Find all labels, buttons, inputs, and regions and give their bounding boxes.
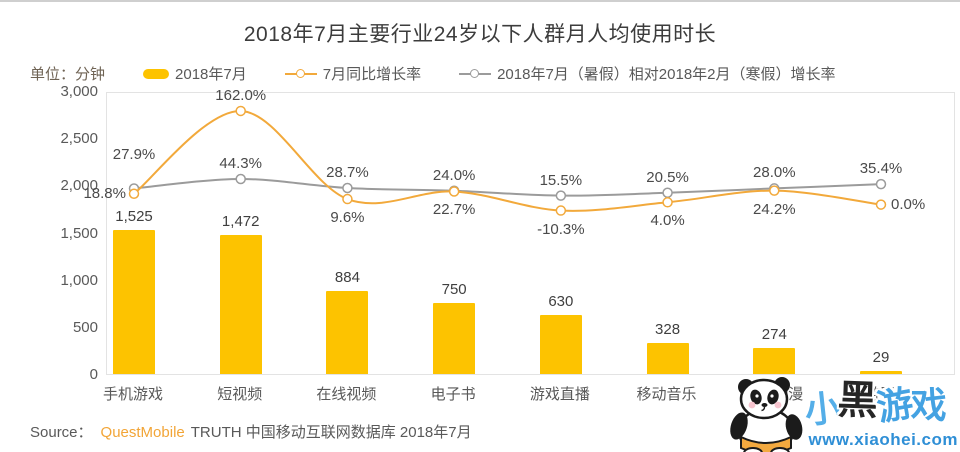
source-line: Source： QuestMobile TRUTH 中国移动互联网数据库 2018年… xyxy=(30,421,472,442)
bar-电子书 xyxy=(433,303,476,374)
category-label: 在线视频 xyxy=(316,386,377,403)
line-value-label: 44.3% xyxy=(219,154,262,172)
data-point-marker xyxy=(235,173,246,185)
data-point-marker xyxy=(555,190,567,201)
bar-value-label: 884 xyxy=(334,268,360,286)
legend: 单位：分钟 2018年7月 7月同比增长率 2018年7月（暑假）相对2018年… xyxy=(30,63,836,84)
category-label: 移动音乐 xyxy=(636,386,697,403)
watermark-url: www.xiaohei.com xyxy=(808,430,958,449)
y-tick-label: 2,000 xyxy=(60,177,98,195)
data-point-marker xyxy=(128,188,140,199)
line-value-label: 4.0% xyxy=(650,212,685,230)
bar-游戏直播 xyxy=(539,314,582,374)
line-value-label: 28.7% xyxy=(326,164,369,181)
line-value-label: 20.5% xyxy=(646,168,689,186)
bar-swatch-icon xyxy=(143,68,170,79)
line-marker-icon xyxy=(284,68,317,79)
y-tick-label: 3,000 xyxy=(60,83,98,100)
category-label: 手机游戏 xyxy=(102,386,164,403)
legend-item-yoy-line: 7月同比增长率 xyxy=(284,63,422,84)
source-rest: TRUTH 中国移动互联网数据库 2018年7月 xyxy=(190,424,472,441)
data-point-marker xyxy=(662,197,673,208)
bar-value-label: 630 xyxy=(548,292,574,310)
legend-item-season-line: 2018年7月（暑假）相对2018年2月（寒假）增长率 xyxy=(459,63,836,84)
bar-在线视频 xyxy=(326,290,369,374)
line-value-label: 15.5% xyxy=(539,171,583,189)
legend-item-bar: 2018年7月 xyxy=(143,63,247,84)
line-value-label: 18.8% xyxy=(83,184,126,202)
bar-手机动漫 xyxy=(753,348,796,374)
bar-旅游服务 xyxy=(859,371,902,374)
bar-value-label: 1,472 xyxy=(221,213,260,231)
category-label: 旅游服务 xyxy=(849,386,910,403)
data-point-marker xyxy=(235,105,246,117)
panda-mascot-icon xyxy=(730,377,803,452)
line-series-canvas xyxy=(128,105,887,216)
watermark-char: 黑 xyxy=(836,378,877,424)
bar-短视频 xyxy=(219,235,262,374)
site-watermark: 小黑游戏 www.xiaohei.com xyxy=(720,376,958,452)
line-value-label: 162.0% xyxy=(215,86,267,104)
line-value-label: 27.9% xyxy=(112,146,156,164)
category-label: 短视频 xyxy=(217,386,263,403)
y-tick-label: 1,500 xyxy=(60,224,98,242)
source-prefix: Source： xyxy=(30,424,93,441)
category-label: 电子书 xyxy=(430,386,476,403)
bar-手机游戏 xyxy=(113,230,155,374)
legend-label: 7月同比增长率 xyxy=(322,66,422,83)
source-brand: QuestMobile xyxy=(100,424,185,441)
y-tick-label: 500 xyxy=(72,318,98,336)
line-value-label: 35.4% xyxy=(859,160,903,178)
line-value-label: 28.0% xyxy=(753,164,796,182)
data-point-marker xyxy=(342,193,353,205)
line-value-label: -10.3% xyxy=(537,220,585,238)
data-point-marker xyxy=(448,186,460,197)
y-tick-label: 0 xyxy=(89,366,98,383)
watermark-char: 戏 xyxy=(910,384,945,426)
legend-label: 2018年7月（暑假）相对2018年2月（寒假）增长率 xyxy=(497,66,836,83)
data-point-marker xyxy=(662,187,673,199)
bar-移动音乐 xyxy=(646,343,689,374)
legend-label: 2018年7月 xyxy=(175,66,247,83)
bar-value-label: 328 xyxy=(655,321,681,339)
data-point-marker xyxy=(555,205,567,216)
y-tick-label: 1,000 xyxy=(60,271,98,289)
data-point-marker xyxy=(342,182,353,194)
data-point-marker xyxy=(875,178,887,190)
line-2018年7月（暑假）相对2018年2月（寒假）增长率 xyxy=(133,177,882,197)
line-value-label: 9.6% xyxy=(330,209,365,227)
data-point-marker xyxy=(769,185,780,196)
bar-value-label: 274 xyxy=(761,326,787,344)
plot-area: 1,525 1,472 884 750 630 328 274 29 27.9% 44.3% 28.… xyxy=(83,87,955,375)
data-point-marker xyxy=(875,199,887,210)
bar-value-label: 29 xyxy=(872,349,890,367)
unit-label: 单位：分钟 xyxy=(30,66,106,83)
bar-value-label: 1,525 xyxy=(115,208,153,226)
line-marker-icon xyxy=(459,68,492,79)
line-value-label: 22.7% xyxy=(432,201,476,219)
line-value-label: 24.0% xyxy=(432,166,476,184)
line-value-label: 0.0% xyxy=(890,195,926,213)
watermark-char: 小 xyxy=(802,386,841,432)
bar-value-label: 750 xyxy=(441,281,467,299)
y-tick-label: 2,500 xyxy=(60,130,98,148)
chart-title: 2018年7月主要行业24岁以下人群月人均使用时长 xyxy=(243,23,717,46)
category-label: 游戏直播 xyxy=(529,386,590,403)
line-value-label: 24.2% xyxy=(753,200,796,218)
watermark-char: 游 xyxy=(873,382,915,429)
